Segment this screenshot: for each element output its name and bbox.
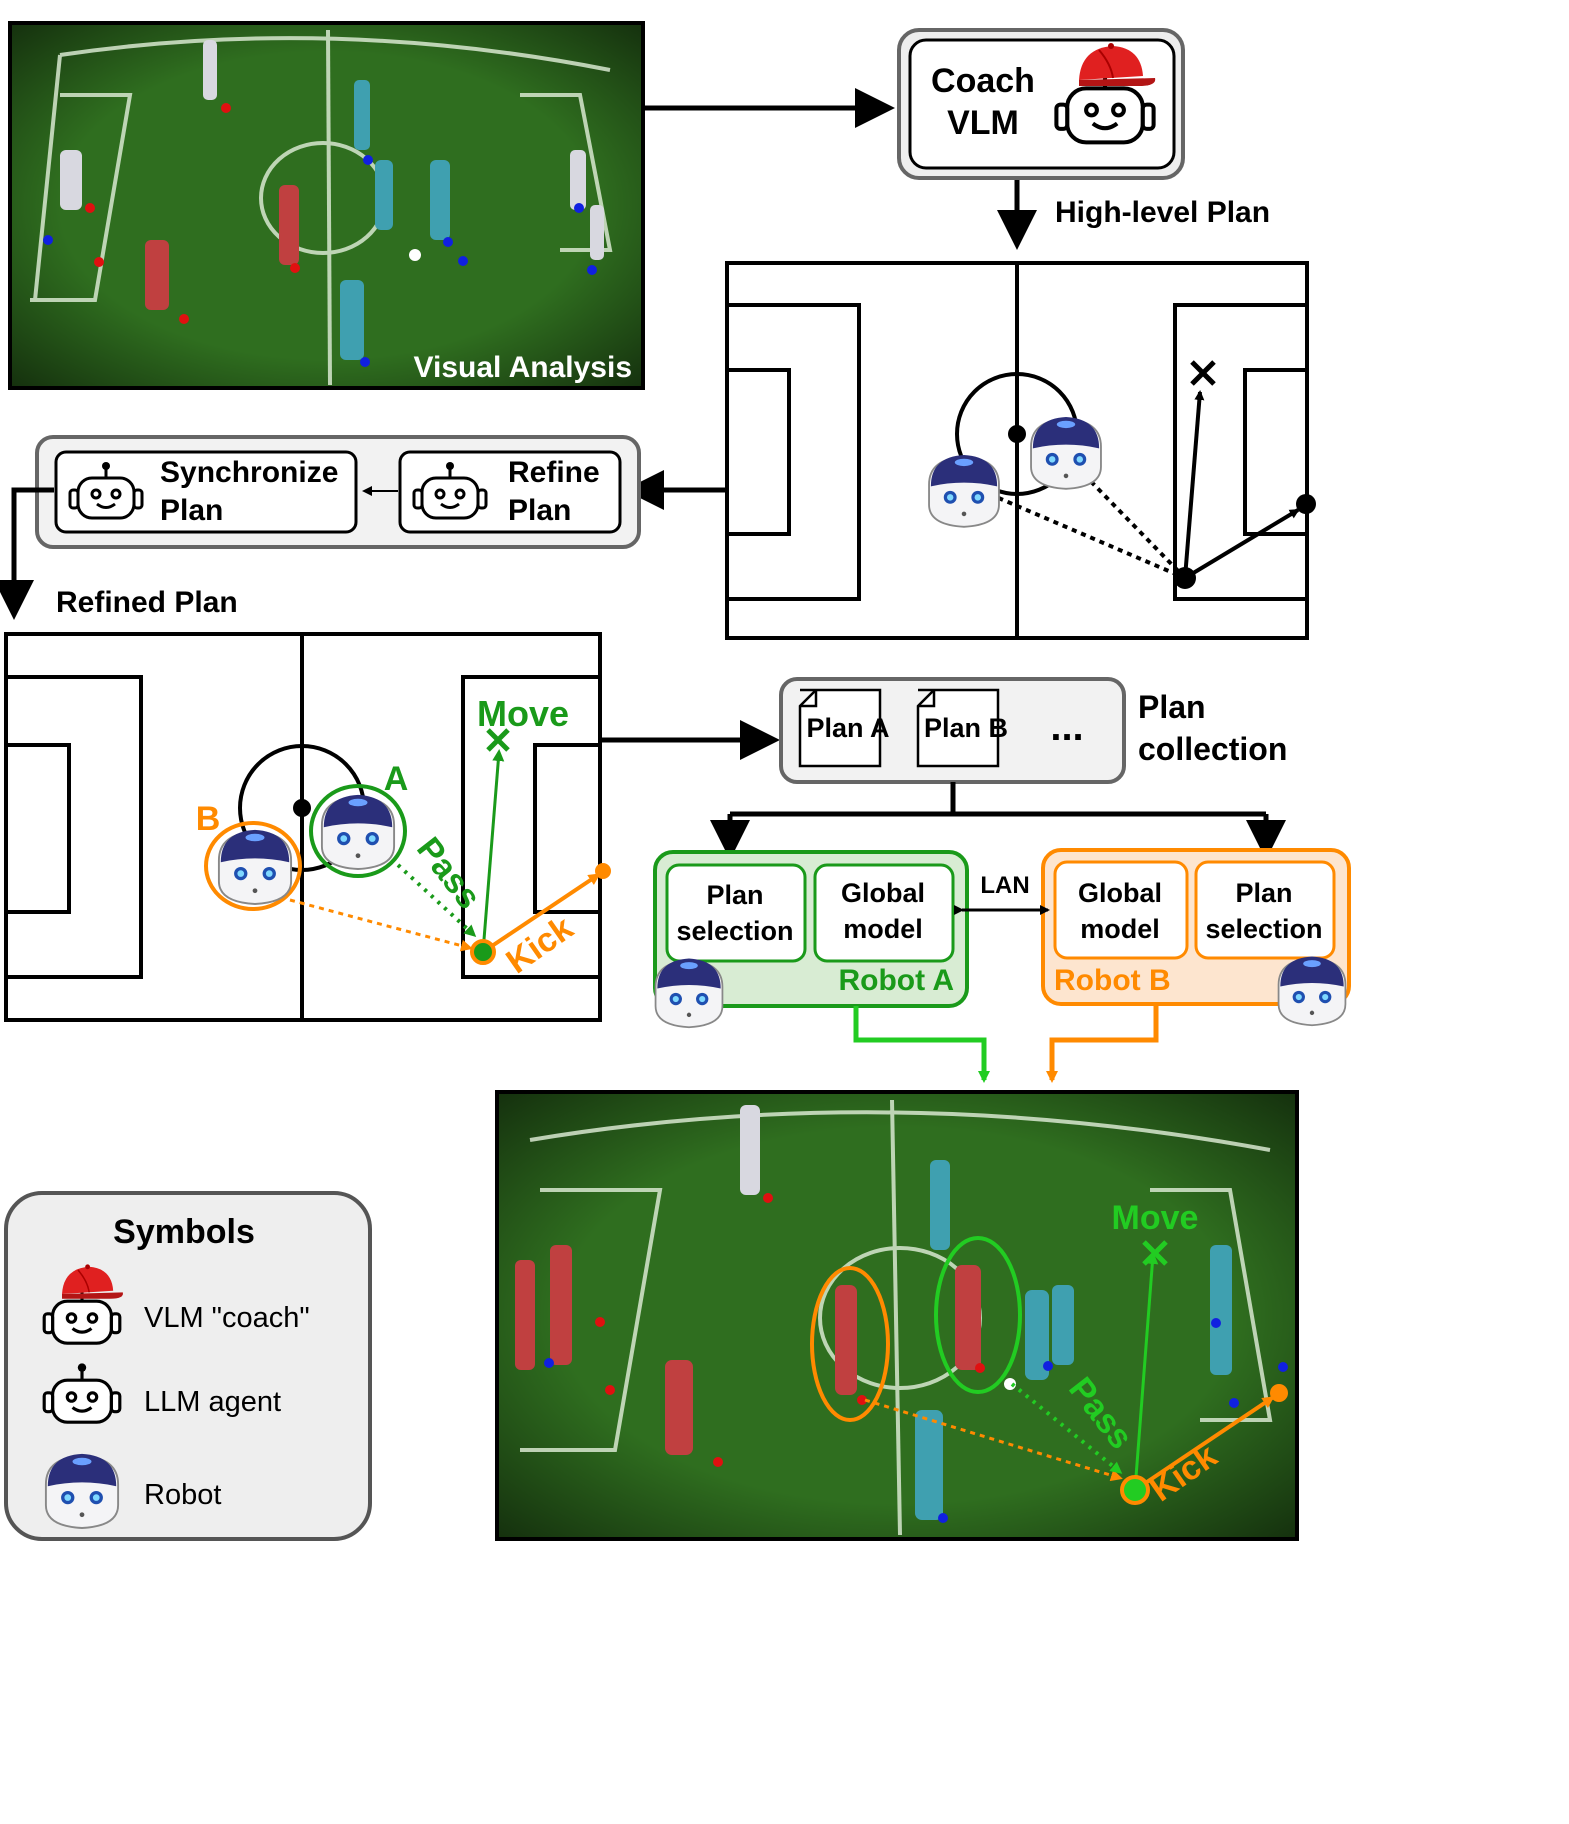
plan-collection-line1: Plan [1138, 689, 1206, 725]
refined-plan-label: Refined Plan [56, 586, 238, 619]
robot-a-letter: A [384, 760, 409, 798]
symbols-title: Symbols [113, 1213, 255, 1251]
execution-robot-a-highlight [934, 1236, 1022, 1394]
robot-a-box: Plan selection Global model Robot A [653, 850, 969, 1029]
robot-icon [320, 793, 396, 870]
plan-collection-box: Plan A Plan B ... [779, 677, 1126, 784]
symbol-vlm-label: VLM "coach" [144, 1302, 310, 1334]
robot-a-label: Robot A [838, 964, 954, 997]
coach-label-line1: Coach [931, 62, 1035, 100]
robot-b-global-model-line2: model [1080, 914, 1160, 944]
robot-icon [1030, 416, 1102, 490]
arrow-robot-a-output [853, 1006, 990, 1083]
sync-label-line1: Synchronize [160, 456, 338, 489]
robot-icon [217, 828, 293, 905]
robot-a-global-model-line2: model [843, 914, 923, 944]
symbol-llm-label: LLM agent [144, 1386, 281, 1418]
symbols-legend: Symbols VLM "coach" LLM agent Robot [4, 1191, 372, 1541]
coach-vlm-box: Coach VLM [897, 28, 1185, 180]
execution-markers [544, 1193, 1288, 1523]
execution-move-label: Move [1112, 1199, 1199, 1237]
robot-b-label: Robot B [1054, 964, 1171, 997]
robot-b-box: Global model Plan selection Robot B [1041, 848, 1351, 1027]
robot-b-highlight [204, 821, 302, 911]
refine-sync-box: Synchronize Plan Refine Plan [35, 435, 641, 549]
robot-icon [928, 454, 1000, 528]
robot-a-plan-selection-line2: selection [676, 916, 793, 946]
robot-a-highlight [309, 784, 407, 878]
arrow-robot-b-output [1046, 1004, 1159, 1083]
robot-b-plan-selection-line1: Plan [1235, 878, 1292, 908]
robot-b-global-model-line1: Global [1078, 878, 1162, 908]
robot-icon [44, 1452, 120, 1529]
robot-icon [1277, 955, 1347, 1027]
lan-label: LAN [980, 872, 1029, 899]
visual-analysis-photo: Visual Analysis [8, 21, 645, 390]
robot-icon [654, 957, 724, 1029]
sync-label-line2: Plan [160, 494, 223, 527]
high-level-plan-marks [928, 360, 1316, 589]
arrow-collection-split [730, 782, 1266, 817]
robot-a-global-model-line1: Global [841, 878, 925, 908]
arrow-sync-to-refined [0, 487, 54, 620]
photo-markers [43, 103, 597, 367]
visual-analysis-label: Visual Analysis [414, 351, 632, 384]
high-level-plan-field [725, 261, 1309, 640]
execution-photo: Move Pass Kick [495, 1090, 1299, 1541]
refine-label-line2: Plan [508, 494, 571, 527]
photo-robots [60, 40, 604, 360]
ellipsis: ... [1050, 705, 1083, 749]
plan-a-label: Plan A [806, 713, 889, 743]
robot-b-plan-selection-line2: selection [1205, 914, 1322, 944]
execution-robots [515, 1105, 1232, 1520]
coach-label-line2: VLM [947, 104, 1019, 142]
robot-a-plan-selection-line1: Plan [706, 880, 763, 910]
plan-b-label: Plan B [924, 713, 1008, 743]
robot-b-letter: B [196, 800, 221, 838]
refine-label-line1: Refine [508, 456, 600, 489]
symbol-robot-label: Robot [144, 1479, 221, 1511]
high-level-plan-label: High-level Plan [1055, 196, 1270, 229]
plan-collection-line2: collection [1138, 731, 1287, 767]
execution-robot-b-highlight [810, 1266, 890, 1422]
refined-plan-field [4, 632, 602, 1022]
move-label: Move [477, 693, 569, 734]
